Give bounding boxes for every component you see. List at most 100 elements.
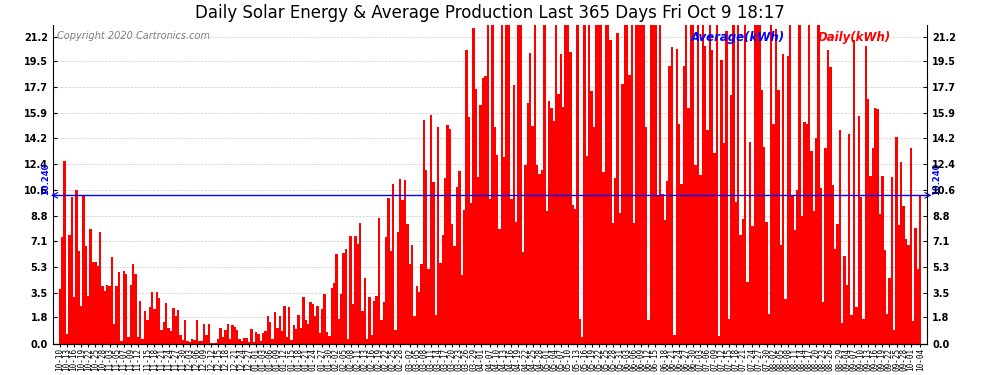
Bar — [153, 309, 155, 344]
Bar — [753, 25, 756, 344]
Bar — [215, 343, 217, 344]
Bar — [446, 125, 448, 344]
Title: Daily Solar Energy & Average Production Last 365 Days Fri Oct 9 18:17: Daily Solar Energy & Average Production … — [195, 4, 785, 22]
Bar — [404, 180, 406, 344]
Bar — [898, 225, 900, 344]
Bar — [496, 155, 498, 344]
Bar — [184, 320, 186, 344]
Bar — [818, 25, 820, 344]
Bar — [116, 286, 118, 344]
Bar — [598, 25, 600, 344]
Bar — [356, 244, 359, 344]
Bar — [503, 157, 506, 344]
Bar — [448, 129, 451, 344]
Bar — [160, 330, 162, 344]
Bar — [366, 339, 368, 344]
Bar — [262, 333, 264, 344]
Bar — [583, 25, 586, 344]
Bar — [208, 324, 210, 344]
Bar — [830, 66, 832, 344]
Bar — [775, 29, 777, 344]
Bar — [465, 50, 467, 344]
Bar — [359, 223, 361, 344]
Bar — [229, 339, 232, 344]
Bar — [843, 256, 845, 344]
Bar — [336, 254, 338, 344]
Bar — [638, 25, 641, 344]
Bar — [97, 266, 99, 344]
Bar — [919, 196, 922, 344]
Bar — [912, 321, 915, 344]
Bar — [246, 338, 248, 344]
Bar — [576, 25, 579, 344]
Bar — [842, 323, 843, 344]
Bar — [278, 316, 281, 344]
Bar — [198, 341, 201, 344]
Bar — [385, 237, 387, 344]
Bar — [349, 236, 351, 344]
Bar — [647, 320, 649, 344]
Bar — [590, 91, 593, 344]
Bar — [656, 196, 659, 344]
Bar — [529, 53, 532, 344]
Bar — [399, 178, 401, 344]
Bar — [80, 306, 82, 344]
Bar — [515, 222, 517, 344]
Bar — [77, 251, 80, 344]
Bar — [666, 181, 668, 344]
Bar — [259, 341, 262, 344]
Bar — [87, 296, 89, 344]
Bar — [915, 228, 917, 344]
Bar — [668, 66, 671, 344]
Bar — [610, 40, 612, 344]
Bar — [167, 328, 170, 344]
Bar — [900, 162, 903, 344]
Bar — [777, 90, 779, 344]
Bar — [517, 25, 520, 344]
Bar — [68, 235, 70, 344]
Bar — [390, 251, 392, 344]
Bar — [165, 303, 167, 344]
Bar — [340, 294, 343, 344]
Bar — [435, 315, 437, 344]
Bar — [758, 25, 760, 344]
Bar — [735, 201, 737, 344]
Bar — [545, 211, 547, 344]
Bar — [162, 322, 165, 344]
Bar — [685, 25, 687, 344]
Bar — [460, 276, 463, 344]
Bar — [368, 297, 370, 344]
Bar — [855, 307, 857, 344]
Bar — [85, 246, 87, 344]
Bar — [440, 263, 442, 344]
Bar — [331, 288, 333, 344]
Bar — [690, 25, 692, 344]
Bar — [661, 194, 663, 344]
Bar — [579, 319, 581, 344]
Bar — [307, 324, 309, 344]
Bar — [479, 105, 482, 344]
Bar — [756, 25, 758, 344]
Bar — [825, 148, 827, 344]
Text: 10.240: 10.240 — [42, 163, 50, 195]
Bar — [746, 282, 748, 344]
Bar — [673, 335, 675, 344]
Bar — [697, 25, 699, 344]
Bar — [883, 250, 886, 344]
Bar — [574, 209, 576, 344]
Bar — [525, 165, 527, 344]
Bar — [527, 103, 529, 344]
Bar — [290, 340, 293, 344]
Bar — [125, 274, 128, 344]
Bar — [624, 25, 626, 344]
Bar — [118, 272, 120, 344]
Bar — [193, 340, 196, 344]
Bar — [361, 311, 363, 344]
Bar — [236, 330, 239, 344]
Bar — [600, 25, 602, 344]
Bar — [73, 297, 75, 344]
Bar — [586, 156, 588, 344]
Bar — [463, 210, 465, 344]
Bar — [451, 224, 453, 344]
Bar — [619, 213, 621, 344]
